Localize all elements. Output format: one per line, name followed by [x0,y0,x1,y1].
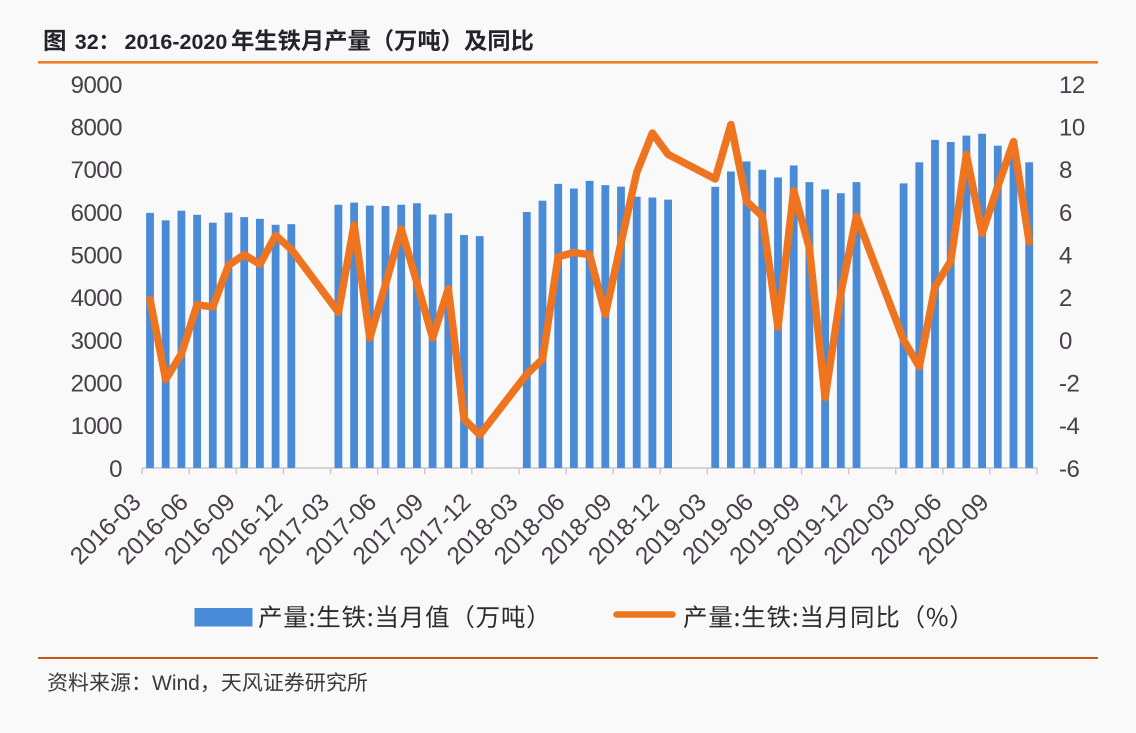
svg-text:12: 12 [1059,72,1085,99]
svg-text:6: 6 [1059,200,1072,227]
svg-text:1000: 1000 [71,413,123,440]
svg-text:10: 10 [1059,115,1085,142]
svg-text:5000: 5000 [71,243,123,270]
svg-text:-2: -2 [1059,371,1079,398]
svg-text:8000: 8000 [71,115,123,142]
svg-text:4: 4 [1059,243,1072,270]
svg-text:8: 8 [1059,157,1072,184]
svg-text:7000: 7000 [71,157,123,184]
svg-text:2016-2020: 2016-2020 [125,30,228,54]
svg-text:3000: 3000 [71,328,123,355]
svg-text:2000: 2000 [71,371,123,398]
svg-text:4000: 4000 [71,285,123,312]
svg-text:Wind: Wind [152,672,200,695]
svg-text:0: 0 [109,456,122,483]
svg-text:32: 32 [75,30,99,54]
svg-text:-4: -4 [1059,413,1079,440]
svg-text:9000: 9000 [71,72,123,99]
svg-text:0: 0 [1059,328,1072,355]
svg-text:2: 2 [1059,285,1072,312]
svg-text:-6: -6 [1059,456,1079,483]
svg-text:6000: 6000 [71,200,123,227]
